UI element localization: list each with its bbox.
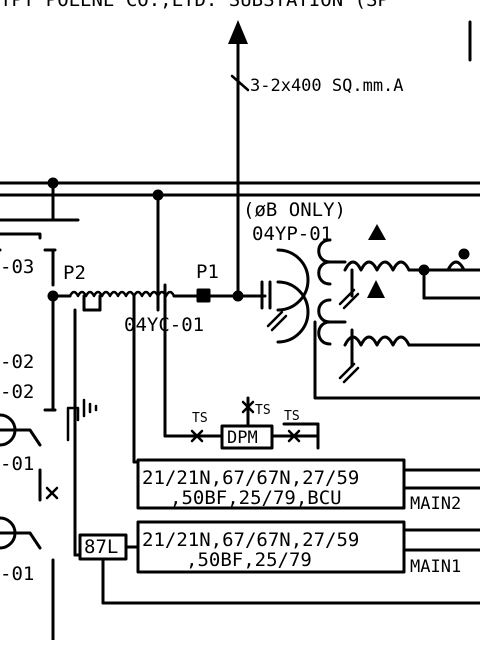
substation-title: TPT POLENE CO.,LTD. SUBSTATION (SP xyxy=(0,0,389,11)
ground-icon xyxy=(66,398,98,442)
left-cross-mark xyxy=(45,486,59,500)
ts-cross-mark xyxy=(190,429,204,443)
vt-secondary-coil xyxy=(446,260,466,272)
p2-label: P2 xyxy=(63,262,86,284)
upstream-arrow-icon xyxy=(228,20,248,44)
cable-size-label: 3-2x400 SQ.mm.A xyxy=(250,76,404,96)
ts-cross-mark xyxy=(287,429,301,443)
relay-main1-name: MAIN1 xyxy=(410,557,461,577)
vt-arc-symbol xyxy=(276,248,310,312)
ts-label: TS xyxy=(192,411,208,426)
feeder-node xyxy=(232,290,244,302)
left-feeder-line xyxy=(0,232,42,240)
p1-label: P1 xyxy=(196,261,219,283)
relay-main2-name: MAIN2 xyxy=(410,494,461,514)
vt-tag: 04YP-01 xyxy=(252,223,332,245)
left-tag: -02 xyxy=(0,381,34,403)
ground-icon xyxy=(338,288,360,310)
vt-polarity-icon xyxy=(367,280,385,298)
vt-feed-line xyxy=(313,320,480,400)
vt-polarity-icon xyxy=(368,224,386,240)
relay-main2-line1: 21/21N,67/67N,27/59 xyxy=(142,467,359,489)
relay-main1-line1: 21/21N,67/67N,27/59 xyxy=(142,529,359,551)
ground-icon xyxy=(338,362,360,384)
left-feeder-line xyxy=(0,531,42,550)
vt-phase-note: (øB ONLY) xyxy=(243,199,346,221)
vt-winding xyxy=(317,238,332,286)
left-tag: -02 xyxy=(0,351,34,373)
vt-secondary-coil xyxy=(343,260,411,272)
vt-arc-symbol xyxy=(276,280,310,344)
relay-main2-line2: ,50BF,25/79,BCU xyxy=(170,487,342,509)
left-feeder-line xyxy=(0,181,55,222)
cable-tick-mark xyxy=(230,74,250,92)
vt-secondary-coil xyxy=(343,335,411,347)
ts-cross-mark xyxy=(241,400,255,414)
left-tag: -03 xyxy=(0,256,34,278)
vt-winding xyxy=(328,260,347,324)
p1-marker xyxy=(196,288,211,303)
relay-main2-box xyxy=(136,458,406,510)
ts-label: TS xyxy=(284,409,300,424)
left-tag: -01 xyxy=(0,563,34,585)
ground-icon xyxy=(266,310,288,332)
vt-node xyxy=(458,248,470,260)
relay-main1-line2: ,50BF,25/79 xyxy=(186,549,312,571)
ts-label: TS xyxy=(255,403,271,418)
dpm-label: DPM xyxy=(227,428,258,448)
left-tag: -01 xyxy=(0,453,34,475)
relay-87l-label: 87L xyxy=(84,536,118,558)
left-feeder-line xyxy=(0,428,42,447)
vt-winding xyxy=(317,298,332,346)
